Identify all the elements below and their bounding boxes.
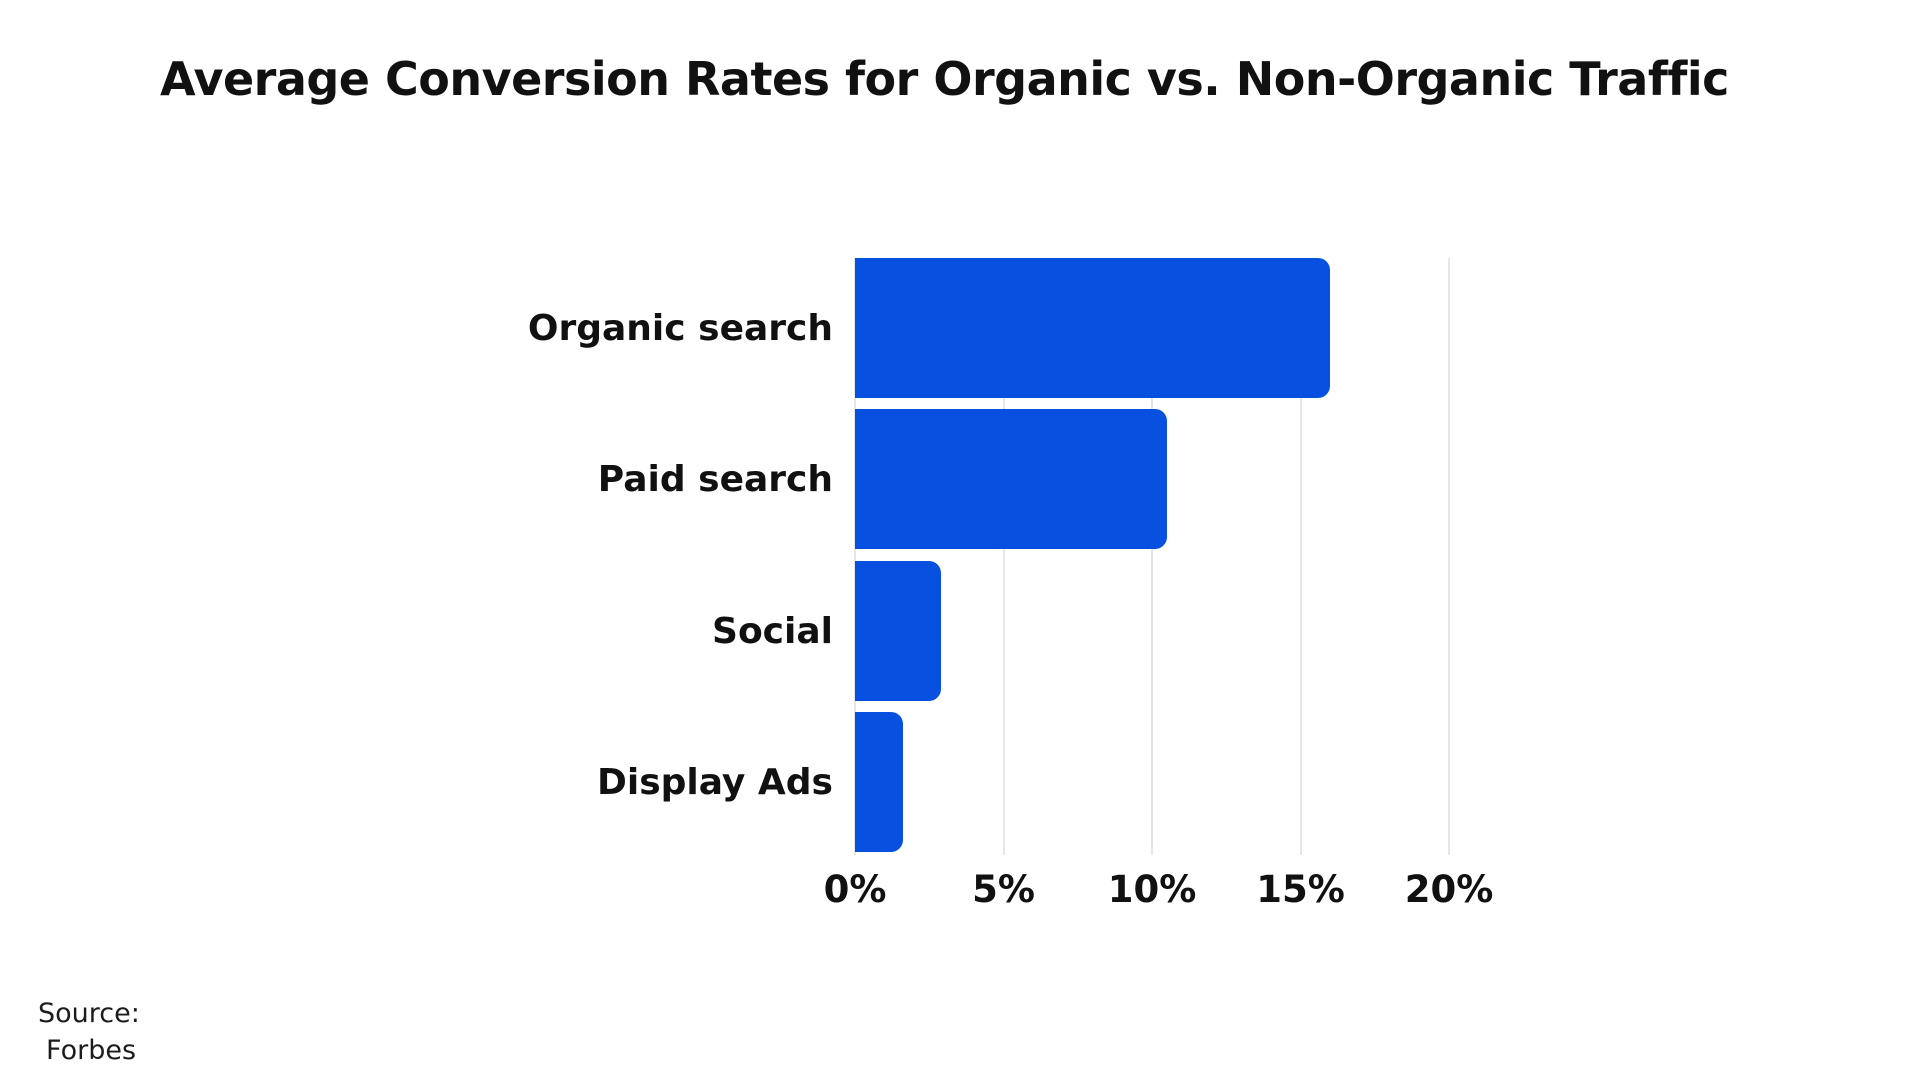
x-axis-tick-label: 0%	[823, 868, 887, 911]
source-note: Source: Forbes	[38, 995, 140, 1069]
chart-title: Average Conversion Rates for Organic vs.…	[160, 52, 1729, 106]
gridline	[1151, 258, 1153, 855]
source-label: Source:	[38, 998, 140, 1029]
x-axis-tick-label: 20%	[1404, 868, 1494, 911]
x-axis-tick-label: 10%	[1107, 868, 1197, 911]
category-label: Display Ads	[596, 761, 833, 803]
gridline	[1448, 258, 1450, 855]
gridline	[854, 258, 856, 855]
gridline	[1002, 258, 1005, 855]
bar	[855, 712, 903, 852]
category-label: Social	[712, 610, 833, 652]
bar	[855, 409, 1167, 549]
gridline	[1299, 258, 1302, 855]
bar	[855, 561, 942, 701]
x-axis-tick-label: 15%	[1256, 868, 1345, 911]
category-label: Organic search	[527, 307, 833, 349]
source-name: Forbes	[46, 1035, 137, 1066]
bar	[855, 258, 1331, 398]
category-label: Paid search	[597, 458, 833, 500]
x-axis-tick-label: 5%	[972, 868, 1035, 911]
